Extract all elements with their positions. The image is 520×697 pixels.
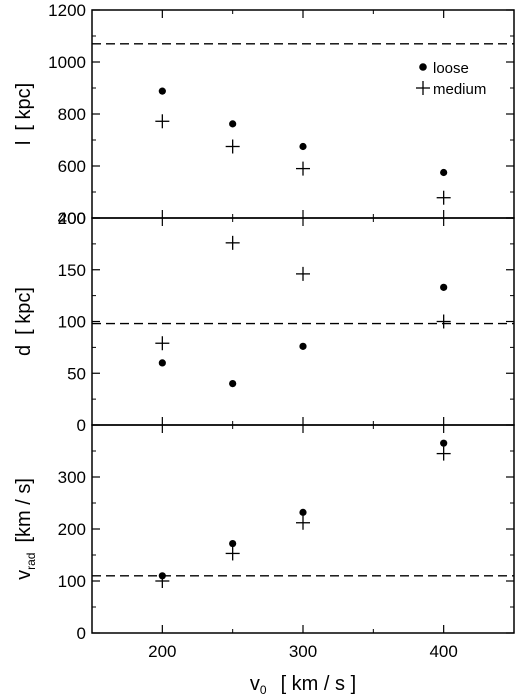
panel-1: 400 600 800 1000 1200 l [ kpc] loose medium [13,1,515,228]
legend: loose medium [416,60,486,98]
point-medium [155,114,170,129]
y-axis-label-symbol: l [13,141,35,145]
y-tick-label: 200 [58,209,86,228]
point-loose [299,342,307,350]
y-axis-label-subscript: rad [24,553,38,570]
point-loose [158,87,166,95]
y-tick-label: 600 [58,157,86,176]
point-medium [155,574,170,588]
x-tick-label: 400 [429,642,457,661]
y-axis-label: l [ kpc] [13,83,35,145]
point-loose [299,508,307,516]
x-axis-label: v0 [ km / s ] [250,673,356,697]
y-axis-label-unit: [ kpc] [13,83,35,131]
y-axis-label-symbol: d [13,345,35,356]
point-loose [229,380,237,388]
y-tick-label: 100 [58,572,86,591]
point-loose [229,120,237,128]
point-medium [296,161,310,176]
panel-frame [91,9,515,219]
y-axis-label: vrad [km / s] [13,478,38,580]
x-axis-label-subscript: 0 [260,683,267,697]
panel-2: 0 50 100 150 200 d [ kpc] [13,209,515,435]
point-loose [299,142,307,151]
point-loose [158,359,166,367]
panel-frame [91,217,515,426]
point-medium [296,515,310,530]
y-tick-label: 300 [58,468,86,487]
point-medium [436,314,451,329]
y-axis-label-unit: [km / s] [13,478,35,542]
y-tick-label: 400 [58,209,86,228]
y-tick-label: 800 [58,105,86,124]
y-axis-label: d [ kpc] [13,287,35,356]
x-tick-label: 200 [148,642,176,661]
point-medium [436,190,451,205]
y-tick-label: 150 [58,261,86,280]
y-tick-label: 100 [58,313,86,332]
y-tick-label: 0 [77,416,86,435]
y-tick-label: 1000 [48,53,86,72]
point-medium [155,336,170,351]
x-axis-label-unit: [ km / s ] [281,673,357,695]
point-medium [225,139,240,154]
point-loose [440,168,448,177]
legend-label-medium: medium [433,81,486,98]
y-tick-label: 1200 [48,1,86,20]
y-tick-label: 50 [67,364,86,383]
legend-marker-loose [419,63,427,71]
x-tick-label: 300 [289,642,317,661]
point-medium [436,446,451,461]
point-loose [229,539,237,548]
point-loose [440,283,448,291]
point-medium [296,266,310,281]
y-axis-label-symbol: v [13,570,35,580]
y-axis-label-unit: [ kpc] [13,287,35,335]
point-medium [225,546,240,561]
legend-label-loose: loose [433,60,469,77]
y-tick-label: 0 [77,624,86,643]
point-medium [225,235,240,250]
y-tick-label: 200 [58,520,86,539]
x-axis-label-symbol: v [250,673,260,695]
point-loose [440,439,448,447]
